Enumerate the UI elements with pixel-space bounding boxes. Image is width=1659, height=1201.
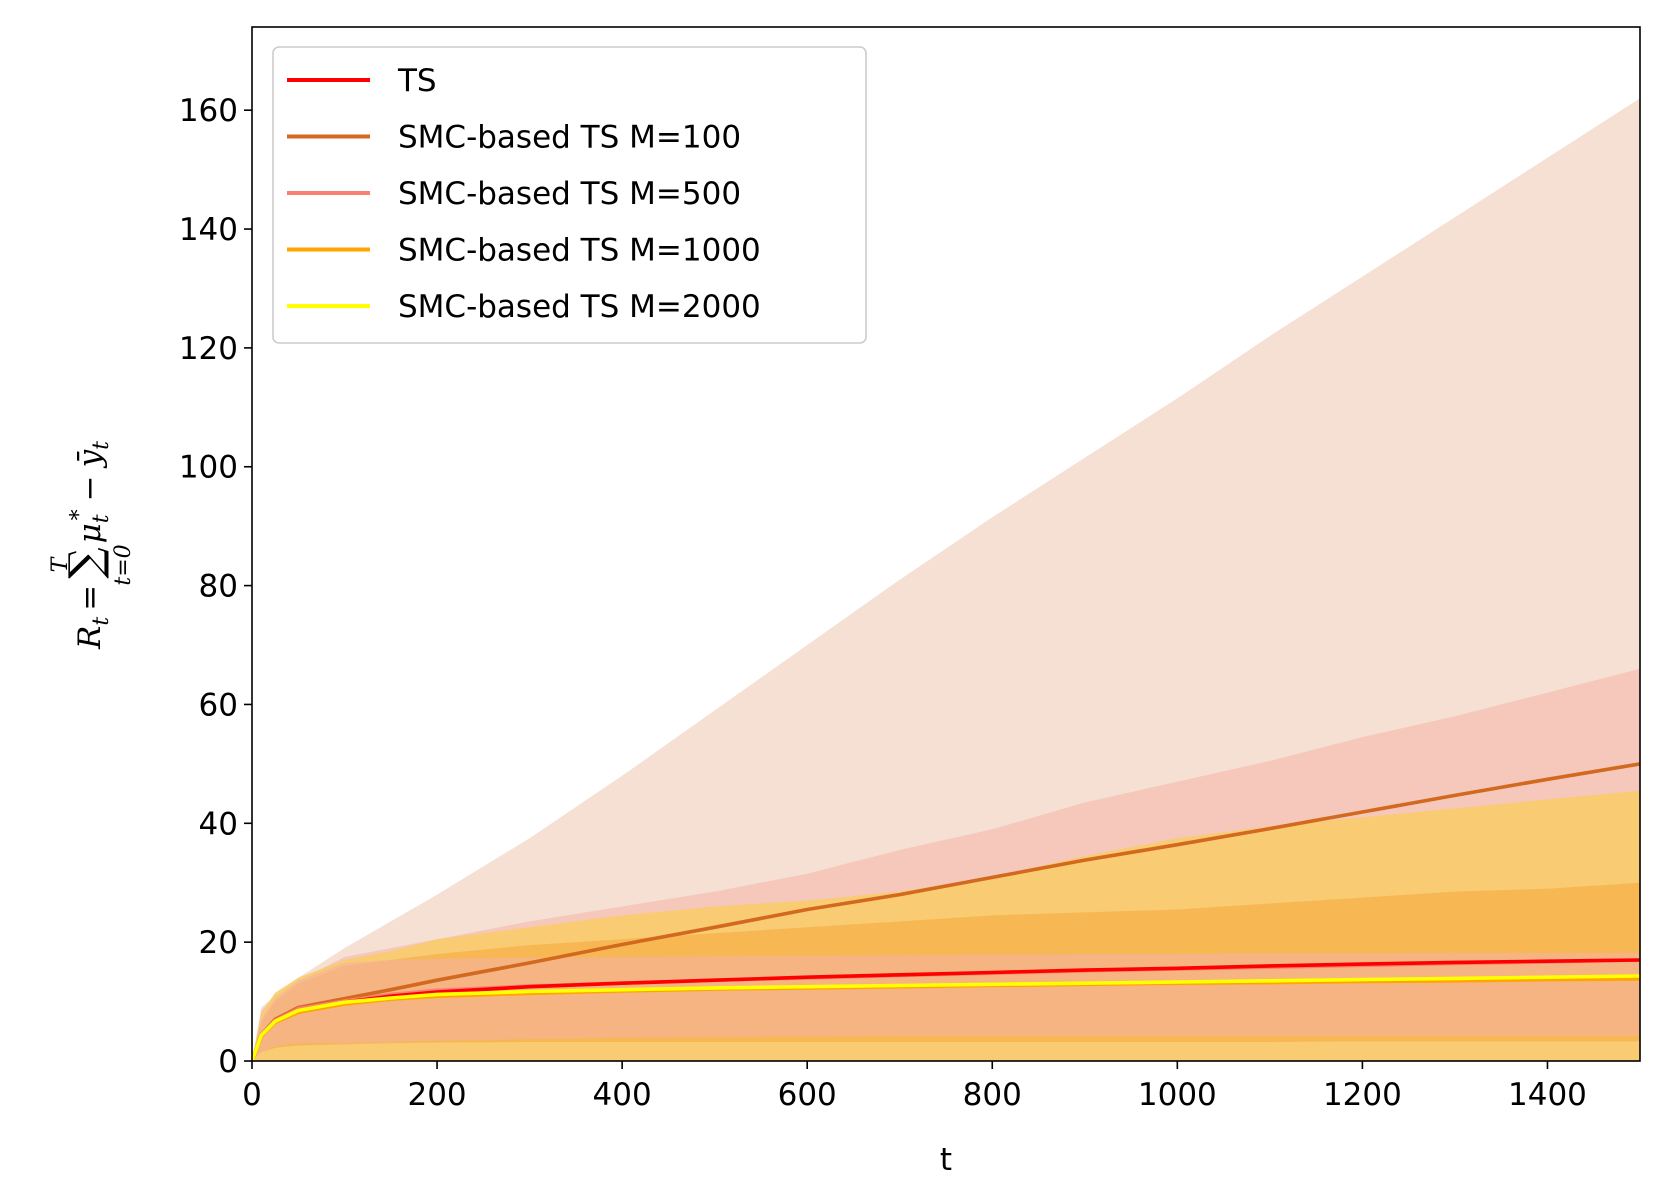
x-tick-label: 600 <box>778 1077 837 1113</box>
x-tick-label: 200 <box>407 1077 466 1113</box>
legend-label: SMC-based TS M=500 <box>398 176 741 212</box>
x-tick-label: 1200 <box>1323 1077 1402 1113</box>
ylabel-minus: − <box>72 475 108 501</box>
ylabel-y: ȳ <box>72 449 108 469</box>
ylabel-mu-sub: t <box>89 514 114 523</box>
y-tick-label: 140 <box>179 212 238 248</box>
legend-label: SMC-based TS M=2000 <box>398 289 761 325</box>
y-tick-label: 160 <box>179 93 238 129</box>
legend: TS SMC-based TS M=100 SMC-based TS M=500 SM… <box>272 46 867 344</box>
y-tick-label: 0 <box>218 1044 238 1080</box>
x-tick-label: 1400 <box>1508 1077 1587 1113</box>
x-tick-label: 400 <box>593 1077 652 1113</box>
y-tick-label: 120 <box>179 331 238 367</box>
ylabel-sum-upper: T <box>48 555 73 572</box>
x-axis-label: t <box>940 1142 952 1178</box>
y-tick-label: 80 <box>199 569 238 605</box>
ylabel-sum: ∑ <box>60 547 111 578</box>
svg-text:Rt=∑μt*−ȳt: Rt=∑μt*−ȳt <box>60 441 114 650</box>
legend-label: SMC-based TS M=1000 <box>398 233 761 269</box>
ylabel-sum-lower: t=0 <box>111 544 136 585</box>
x-tick-label: 800 <box>963 1077 1022 1113</box>
legend-label: SMC-based TS M=100 <box>398 120 741 156</box>
y-tick-label: 40 <box>199 806 238 842</box>
confidence-bands <box>252 98 1640 1061</box>
plot-frame <box>251 26 1641 1062</box>
y-tick-label: 20 <box>199 925 238 961</box>
ylabel-lhs-sub: t <box>89 617 114 626</box>
ylabel-y-sub: t <box>89 441 114 450</box>
ylabel-mu-sup: * <box>67 509 92 520</box>
ylabel-mu: μ <box>72 523 108 543</box>
x-axis-ticks: 0 200 400 600 800 1000 1200 1400 <box>242 1061 1587 1113</box>
y-tick-label: 60 <box>199 687 238 723</box>
y-tick-label: 100 <box>179 450 238 486</box>
mean-lines <box>252 762 1640 1061</box>
y-axis-ticks: 0 20 40 60 80 100 120 140 160 <box>179 93 252 1080</box>
ylabel-lhs: R <box>72 626 108 650</box>
x-tick-label: 0 <box>242 1077 262 1113</box>
y-axis-label: Rt=∑μt*−ȳt T t=0 <box>48 441 136 650</box>
x-tick-label: 1000 <box>1138 1077 1217 1113</box>
ylabel-equals: = <box>72 585 108 611</box>
line-smc-based-ts-m-2000 <box>252 974 1640 1061</box>
legend-label: TS <box>397 63 437 99</box>
legend-box <box>272 46 867 344</box>
